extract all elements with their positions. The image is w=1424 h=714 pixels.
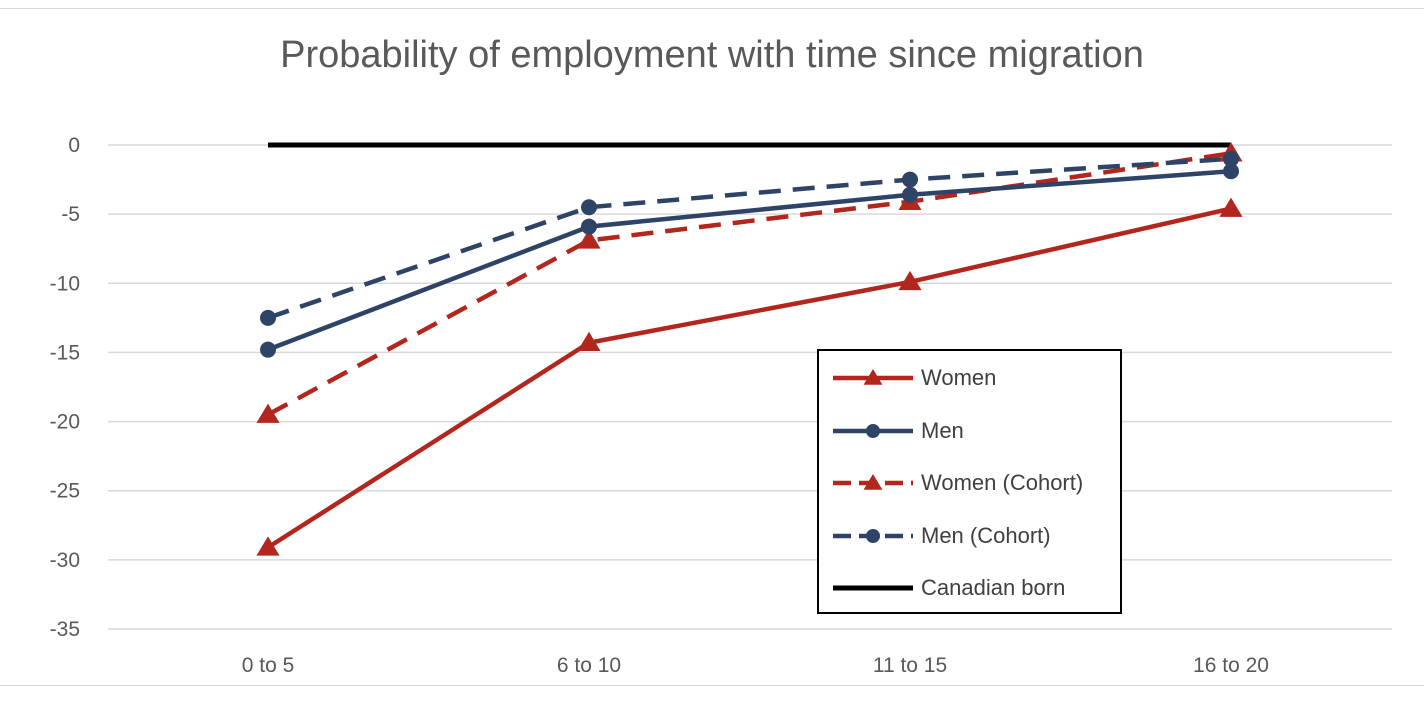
legend-swatch: [833, 585, 913, 591]
legend-label: Canadian born: [921, 575, 1066, 600]
legend-item: Men (Cohort): [831, 521, 1051, 551]
series-line-women: [266, 206, 1232, 550]
point-women-cohort: [256, 403, 280, 423]
legend-swatch: [833, 423, 913, 438]
point-men-cohort: [260, 309, 276, 326]
x-tick-label: 11 to 15: [873, 654, 947, 677]
y-tick-label: -5: [61, 203, 80, 226]
legend-label: Women: [921, 365, 997, 390]
point-men: [581, 218, 597, 235]
point-men-cohort: [581, 199, 597, 216]
series-line-women-cohort: [266, 151, 1232, 417]
legend: Women Men Women (Cohort) Men (Cohort) Canadi…: [817, 349, 1122, 614]
y-tick-label: -20: [50, 411, 80, 434]
legend-label: Men (Cohort): [921, 522, 1051, 548]
x-tick-label: 16 to 20: [1193, 654, 1269, 677]
chart-title: Probability of employment with time sinc…: [280, 34, 1144, 76]
x-tick-label: 6 to 10: [557, 654, 621, 677]
legend-swatch: [833, 474, 913, 490]
legend-item: Women (Cohort): [831, 468, 1083, 498]
point-men-cohort: [1223, 150, 1239, 167]
point-women: [898, 270, 922, 291]
legend-item: Canadian born: [831, 573, 1065, 603]
series-line-men: [267, 169, 1232, 352]
point-men-cohort: [902, 171, 918, 188]
legend-label: Women (Cohort): [921, 470, 1084, 495]
series-line-men-cohort: [267, 156, 1232, 320]
point-women: [577, 331, 601, 351]
point-women: [1219, 197, 1243, 217]
legend-item: Men: [831, 416, 964, 446]
point-men: [1223, 163, 1239, 180]
y-tick-label: -15: [50, 341, 80, 364]
y-tick-label: 0: [68, 134, 80, 157]
y-tick-label: -10: [50, 272, 80, 295]
legend-item: Women: [831, 363, 996, 393]
x-tick-label: 0 to 5: [242, 654, 295, 677]
y-tick-label: -25: [50, 480, 80, 503]
y-tick-label: -30: [50, 549, 80, 572]
legend-swatch: [833, 369, 913, 385]
point-men: [902, 186, 918, 203]
point-women: [256, 536, 280, 556]
y-tick-label: -35: [50, 618, 80, 641]
chart-frame: [0, 8, 1424, 686]
point-men: [260, 341, 276, 358]
legend-label: Men: [921, 417, 964, 443]
point-women-cohort: [577, 229, 601, 249]
legend-swatch: [833, 528, 913, 543]
